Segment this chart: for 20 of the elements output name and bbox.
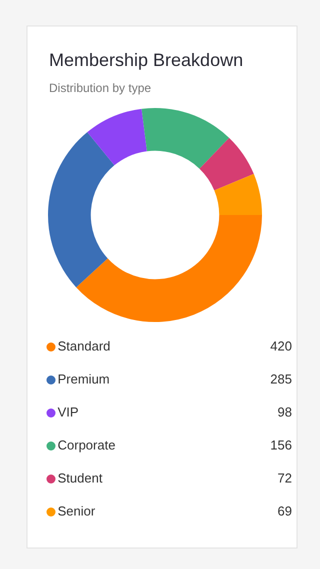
data-label: 420 bbox=[270, 338, 292, 354]
donut-slice bbox=[76, 215, 262, 322]
data-label: 285 bbox=[270, 371, 292, 386]
donut-slice bbox=[214, 174, 262, 215]
data-label: 156 bbox=[270, 437, 292, 452]
legend-label: Student bbox=[58, 470, 103, 486]
donut-slice bbox=[142, 108, 230, 169]
chart-subtitle: Distribution by type bbox=[49, 81, 152, 95]
donut-slice bbox=[48, 132, 114, 288]
chart-title: Membership Breakdown bbox=[49, 50, 244, 70]
data-label: 69 bbox=[278, 503, 292, 518]
legend-label: Standard bbox=[58, 338, 110, 354]
legend-label: Corporate bbox=[58, 437, 116, 452]
legend-label: Premium bbox=[58, 371, 110, 386]
legend-label: VIP bbox=[58, 404, 79, 420]
donut-slice bbox=[87, 108, 147, 166]
data-label: 72 bbox=[278, 470, 292, 486]
donut-slice bbox=[199, 138, 254, 190]
data-label: 98 bbox=[278, 404, 292, 420]
legend-label: Senior bbox=[58, 503, 96, 518]
